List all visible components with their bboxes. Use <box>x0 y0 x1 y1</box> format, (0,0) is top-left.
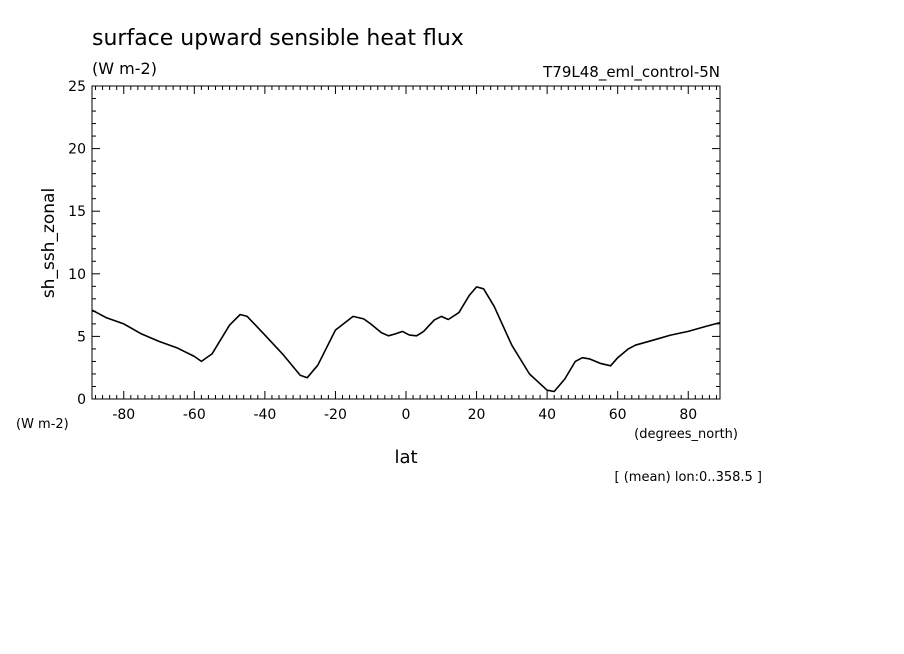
x-tick-label: 0 <box>402 407 411 423</box>
x-units-label: (degrees_north) <box>634 427 738 442</box>
y-units-label: (W m-2) <box>16 417 69 432</box>
x-tick-label: 20 <box>468 407 486 423</box>
chart-units-label: (W m-2) <box>92 59 157 78</box>
experiment-label: T79L48_eml_control-5N <box>542 63 720 82</box>
series-line <box>91 286 721 393</box>
x-tick-label: 40 <box>538 407 556 423</box>
y-axis-label: sh_ssh_zonal <box>39 188 59 298</box>
x-tick-label: -20 <box>324 407 347 423</box>
x-tick-label: -80 <box>112 407 135 423</box>
y-tick-label: 0 <box>77 392 86 408</box>
x-tick-label: 80 <box>679 407 697 423</box>
y-tick-label: 15 <box>68 204 86 220</box>
x-axis-label: lat <box>394 447 417 468</box>
y-tick-label: 25 <box>68 79 86 95</box>
x-tick-labels: -80 -60 -40 -20 0 20 40 60 80 <box>112 407 697 423</box>
chart-title: surface upward sensible heat flux <box>92 26 464 51</box>
y-tick-labels: 0 5 10 15 20 25 <box>68 79 86 408</box>
axis-ticks <box>92 85 720 400</box>
x-tick-label: 60 <box>609 407 627 423</box>
x-tick-label: -60 <box>183 407 206 423</box>
y-tick-label: 20 <box>68 142 86 158</box>
y-tick-label: 5 <box>77 329 86 345</box>
y-tick-label: 10 <box>68 267 86 283</box>
x-tick-label: -40 <box>253 407 276 423</box>
footnote: [ (mean) lon:0..358.5 ] <box>615 470 763 485</box>
